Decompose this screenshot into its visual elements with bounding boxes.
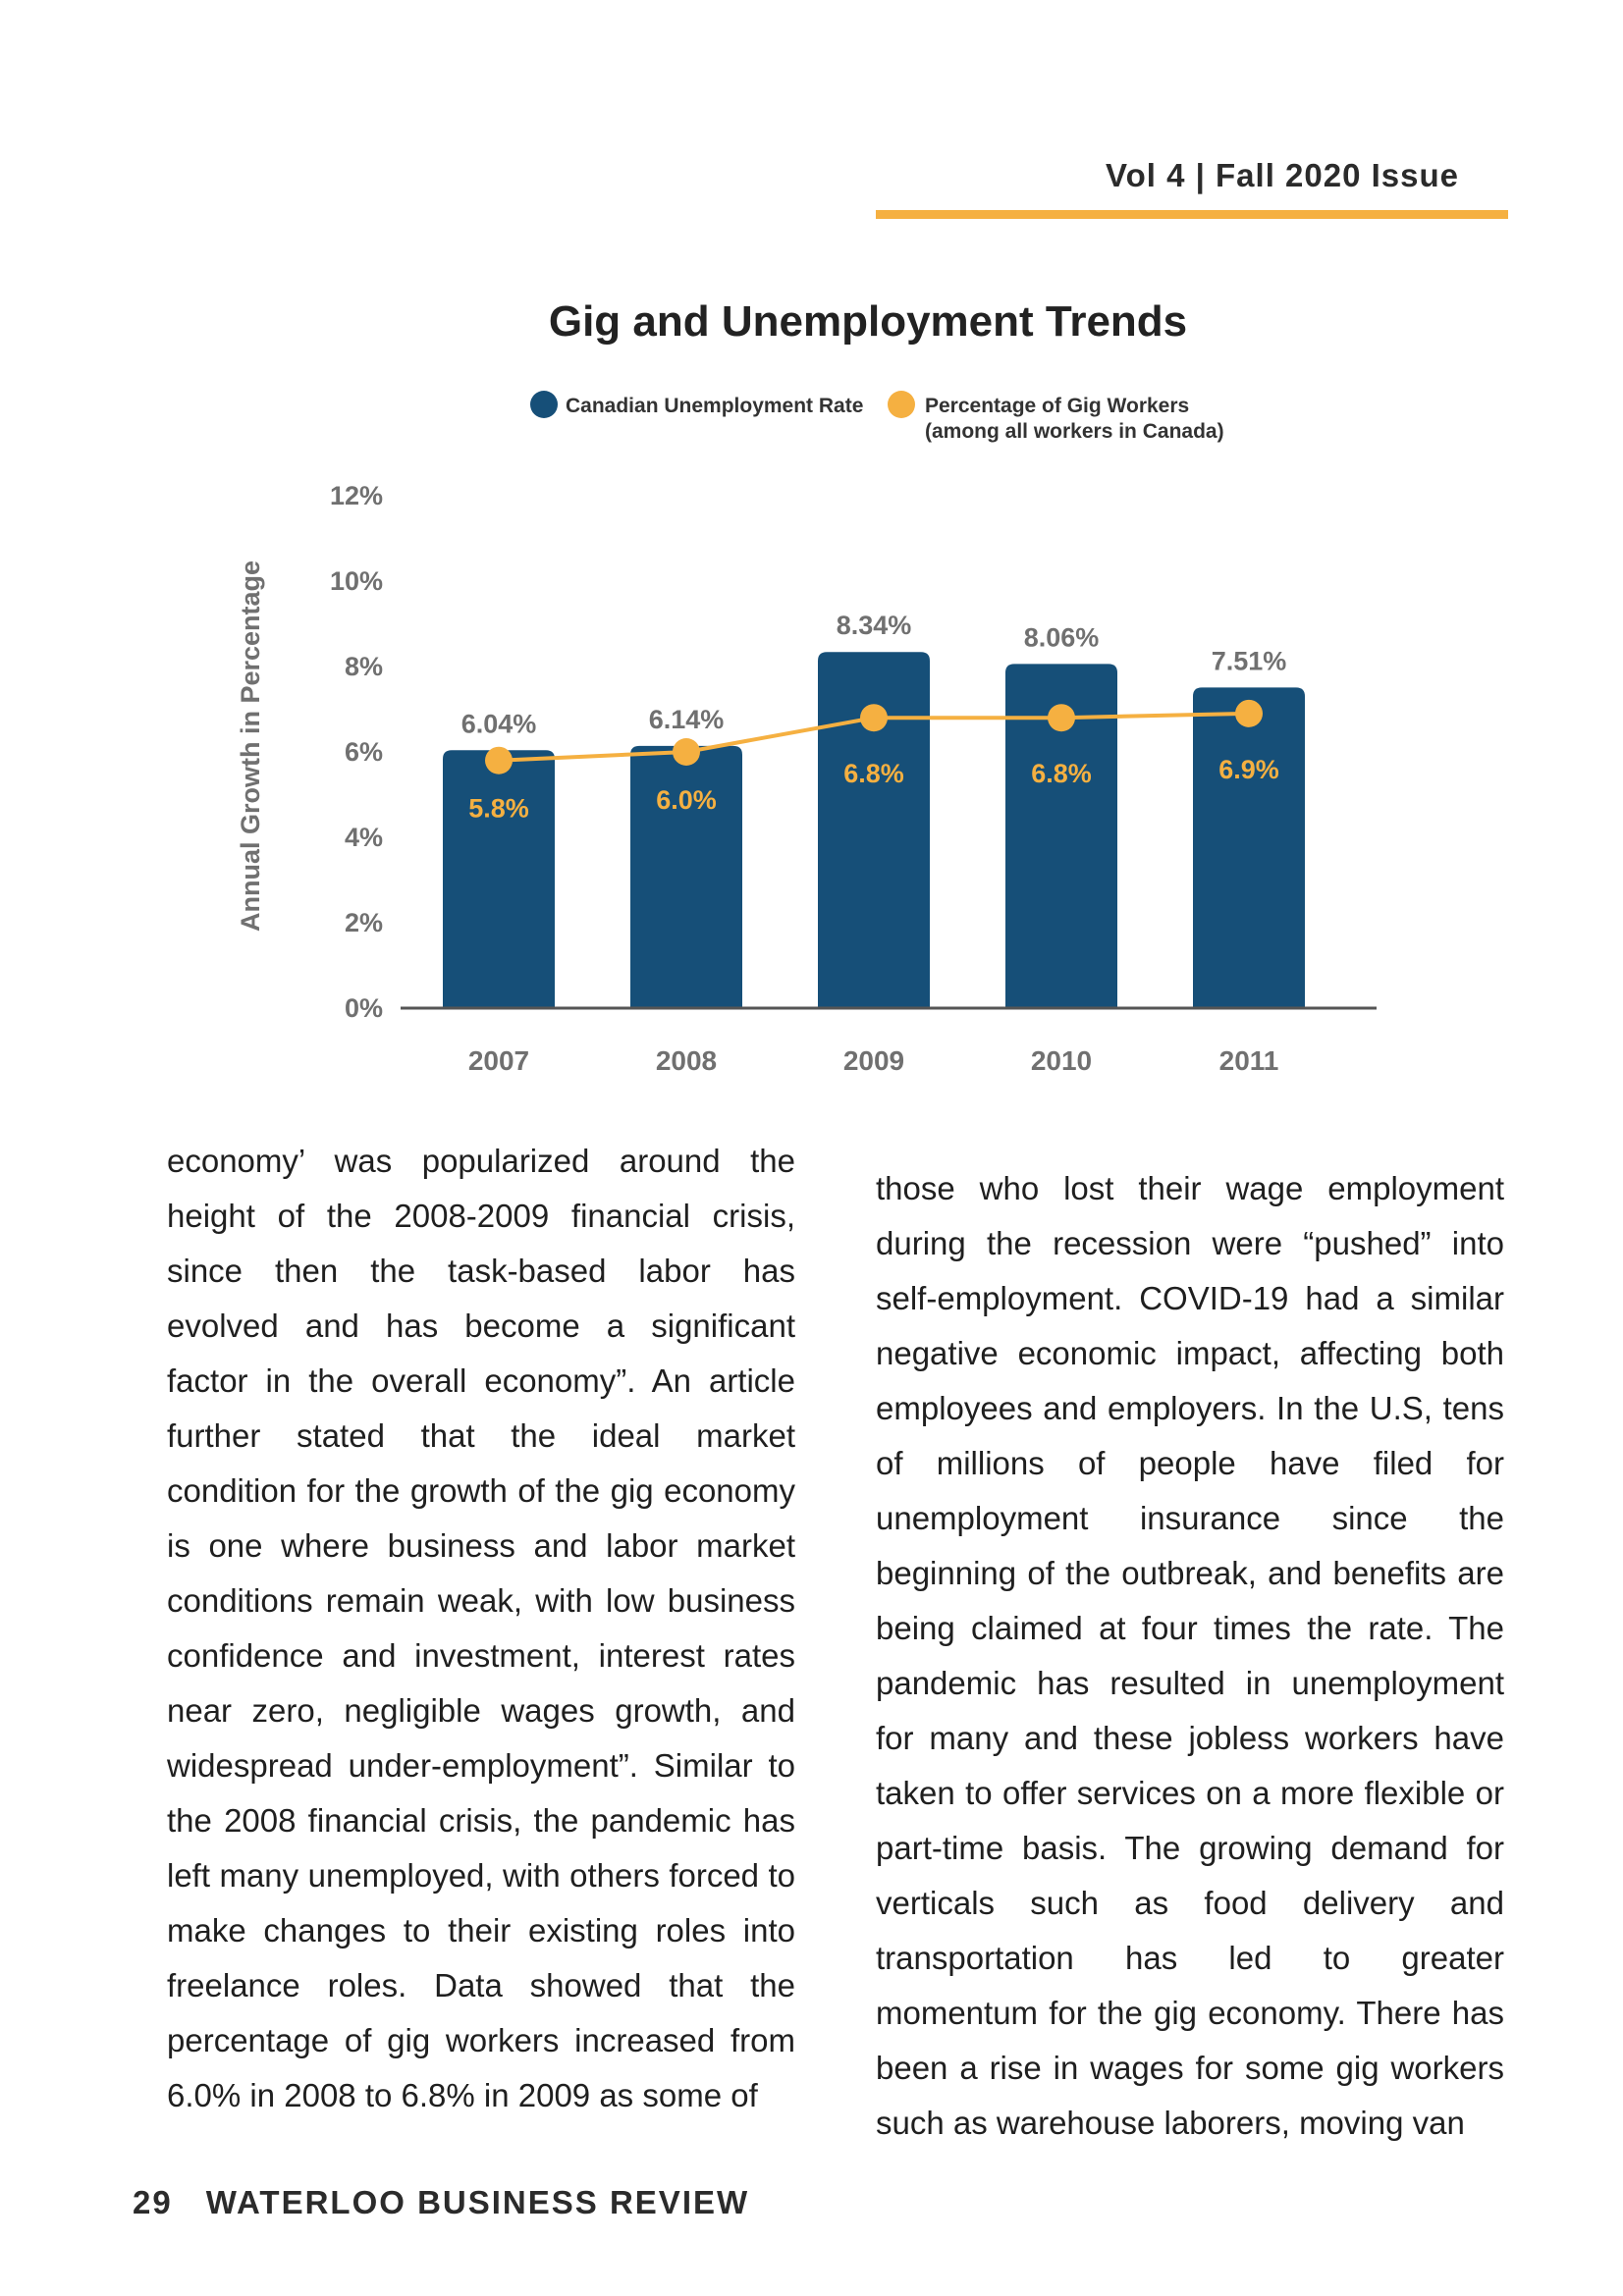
- x-tick-label: 2010: [1031, 1045, 1092, 1076]
- body-column-right: those who lost their wage employment dur…: [876, 1170, 1504, 2141]
- x-tick-label: 2008: [656, 1045, 717, 1076]
- body-column-left: economy’ was popularized around the heig…: [167, 1143, 795, 2113]
- y-tick-label: 6%: [345, 737, 383, 767]
- unemployment-bar: [443, 750, 555, 1008]
- gig-point-label: 6.8%: [1031, 759, 1092, 788]
- x-tick-label: 2011: [1219, 1045, 1279, 1076]
- gig-point-label: 6.8%: [843, 759, 904, 788]
- unemployment-bar: [1005, 664, 1117, 1008]
- legend-swatch-unemployment: [530, 391, 558, 418]
- unemployment-bar-label: 8.06%: [1024, 622, 1100, 652]
- y-tick-label: 2%: [345, 908, 383, 937]
- legend-swatch-gig: [888, 391, 915, 418]
- gig-point: [1048, 704, 1075, 732]
- header-rule: [876, 210, 1508, 219]
- y-tick-label: 12%: [330, 481, 383, 510]
- x-tick-label: 2007: [468, 1045, 529, 1076]
- bar-series: [443, 652, 1305, 1008]
- gig-point-label: 6.0%: [656, 785, 717, 815]
- legend-label-gig-note: (among all workers in Canada): [925, 420, 1224, 443]
- page-footer: 29 WATERLOO BUSINESS REVIEW: [133, 2184, 749, 2221]
- x-axis-ticks: 2007 2008 2009 2010 2011: [468, 1045, 1279, 1076]
- x-tick-label: 2009: [843, 1045, 904, 1076]
- unemployment-bar-label: 7.51%: [1212, 646, 1287, 675]
- unemployment-bar: [630, 745, 742, 1008]
- y-tick-label: 10%: [330, 566, 383, 596]
- legend-label-unemployment: Canadian Unemployment Rate: [566, 395, 863, 417]
- legend-label-gig: Percentage of Gig Workers: [925, 395, 1189, 417]
- gig-point: [485, 746, 513, 774]
- gig-point-label: 6.9%: [1218, 755, 1279, 784]
- y-tick-label: 8%: [345, 652, 383, 681]
- gig-point-label: 5.8%: [468, 794, 529, 824]
- y-tick-label: 4%: [345, 823, 383, 852]
- gig-point: [860, 704, 888, 732]
- publication-name: WATERLOO BUSINESS REVIEW: [205, 2184, 750, 2220]
- gig-point: [673, 738, 700, 766]
- y-axis-label: Annual Growth in Percentage: [236, 561, 265, 932]
- gig-point: [1235, 699, 1263, 727]
- unemployment-bar-label: 6.04%: [461, 709, 537, 738]
- gig-unemployment-chart: Gig and Unemployment Trends Canadian Une…: [236, 297, 1377, 1076]
- y-tick-label: 0%: [345, 993, 383, 1023]
- issue-header: Vol 4 | Fall 2020 Issue: [1106, 157, 1459, 193]
- unemployment-bar: [818, 652, 930, 1008]
- unemployment-bar-label: 6.14%: [649, 705, 725, 734]
- gig-line-series: 5.8% 6.0% 6.8% 6.8% 6.9%: [468, 699, 1279, 824]
- unemployment-bar-label: 8.34%: [837, 611, 912, 640]
- chart-title: Gig and Unemployment Trends: [549, 297, 1187, 346]
- page-number: 29: [133, 2184, 173, 2220]
- bar-labels: 6.04% 6.14% 8.34% 8.06% 7.51%: [461, 611, 1287, 738]
- unemployment-bar: [1193, 687, 1305, 1008]
- chart-legend: Canadian Unemployment Rate Percentage of…: [530, 391, 1224, 443]
- y-axis-ticks: 0% 2% 4% 6% 8% 10% 12%: [330, 481, 383, 1023]
